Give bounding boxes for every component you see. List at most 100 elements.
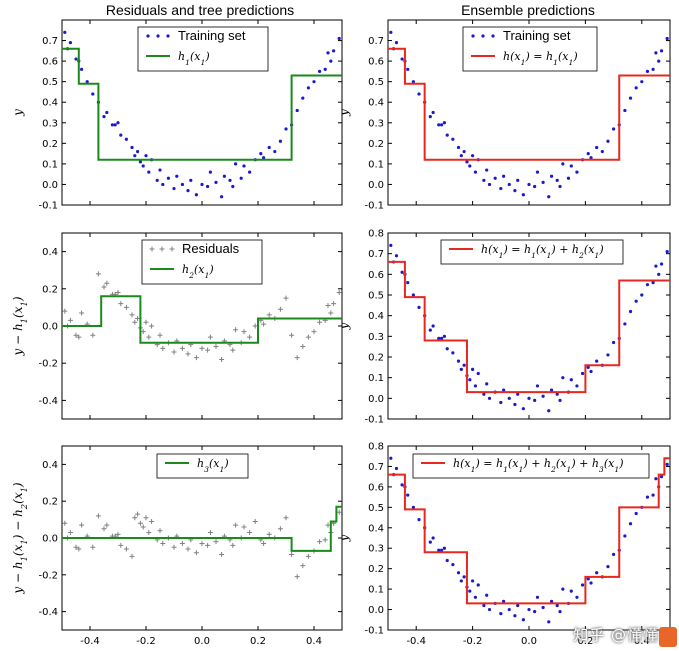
data-point <box>541 180 545 184</box>
panel-p1: -0.1 0.0 0.1 0.2 0.3 0.4 0.5 0.6 0.7 y Training se… <box>337 19 671 212</box>
data-point <box>442 121 446 125</box>
x-tick-label: 0.0 <box>194 636 210 647</box>
data-point <box>289 552 295 558</box>
data-point <box>336 509 342 515</box>
data-point <box>442 546 446 550</box>
y-tick-label: 0.7 <box>368 36 384 47</box>
data-point <box>487 182 492 187</box>
data-point <box>533 398 537 402</box>
legend-label: h3(x1) <box>197 457 229 474</box>
data-point <box>439 548 444 552</box>
data-point <box>306 86 310 90</box>
panel-p5: -0.1 0.0 0.1 0.2 0.3 0.4 0.5 0.6 0.7 0.8 -0.4 -0.2 0… <box>337 442 671 647</box>
data-point <box>569 164 573 168</box>
data-point <box>459 154 463 158</box>
data-point <box>277 526 283 532</box>
data-point <box>575 170 579 174</box>
prediction-step-line <box>388 457 670 605</box>
data-point <box>623 534 627 538</box>
data-point <box>589 369 593 374</box>
data-point <box>502 388 506 392</box>
data-point <box>471 154 475 158</box>
y-tick-label: 0.0 <box>368 180 384 191</box>
y-tick-label: 0.4 <box>42 98 58 109</box>
data-point <box>222 174 226 178</box>
data-point <box>104 280 110 286</box>
data-point <box>456 571 461 575</box>
data-point <box>451 562 455 567</box>
data-point <box>431 536 435 540</box>
data-point <box>595 359 599 363</box>
y-tick-label: 0.1 <box>368 373 384 384</box>
data-point <box>406 67 410 71</box>
data-point <box>451 137 455 141</box>
data-point <box>612 340 616 345</box>
data-point <box>248 170 252 174</box>
data-point <box>175 174 179 178</box>
data-point <box>580 583 585 587</box>
data-point <box>312 80 316 84</box>
data-point <box>485 168 489 172</box>
data-point <box>133 154 137 158</box>
data-point <box>101 526 107 532</box>
data-point <box>451 351 455 355</box>
y-tick-label: 0.8 <box>368 442 384 453</box>
data-point <box>555 603 559 608</box>
data-point <box>654 477 658 481</box>
data-point <box>185 546 191 552</box>
legend-marker <box>481 34 485 38</box>
x-tick-label: 0.0 <box>521 636 537 647</box>
data-point <box>326 51 330 55</box>
y-tick-label: 0.3 <box>368 544 384 555</box>
data-point <box>659 475 664 479</box>
y-tick-label: 0.1 <box>368 159 384 170</box>
data-point <box>558 184 562 189</box>
data-point <box>79 522 85 528</box>
data-point <box>295 108 299 113</box>
data-point <box>586 577 590 581</box>
data-point <box>311 329 317 335</box>
data-point <box>437 548 441 552</box>
x-tick-label: 0.4 <box>306 636 322 647</box>
data-point <box>332 49 336 53</box>
y-tick-label: 0.2 <box>42 497 58 508</box>
data-point <box>241 329 247 335</box>
data-point <box>194 193 198 197</box>
data-point <box>213 343 219 349</box>
data-point <box>219 356 225 362</box>
data-point <box>535 170 540 174</box>
data-point <box>406 281 410 285</box>
y-tick-label: 0.5 <box>368 77 384 88</box>
data-point <box>439 336 444 340</box>
data-point <box>516 178 520 182</box>
legend-marker <box>169 246 175 252</box>
data-point <box>166 176 170 180</box>
data-point <box>482 603 486 608</box>
data-point <box>219 552 225 558</box>
data-point <box>132 515 138 521</box>
data-point <box>468 378 472 382</box>
data-point <box>459 367 463 371</box>
data-point <box>79 310 85 316</box>
y-tick-label: 0.0 <box>42 322 58 333</box>
data-point <box>657 272 661 276</box>
y-axis-label: y − h1(x1) − h2(x1) <box>11 482 29 595</box>
data-point <box>389 30 393 34</box>
data-point <box>68 41 72 45</box>
y-tick-label: 0.3 <box>368 332 384 343</box>
data-point <box>389 243 393 247</box>
y-axis-label: y − h1(x1) <box>11 296 29 356</box>
data-point <box>417 305 421 309</box>
data-point <box>507 607 511 612</box>
data-point <box>207 334 213 340</box>
data-point <box>411 80 415 84</box>
data-point <box>586 365 590 369</box>
data-point <box>115 290 121 296</box>
data-point <box>113 123 117 127</box>
data-point <box>640 293 644 297</box>
data-point <box>516 392 520 396</box>
data-point <box>535 595 540 599</box>
data-point <box>331 301 337 307</box>
data-point <box>595 571 599 575</box>
